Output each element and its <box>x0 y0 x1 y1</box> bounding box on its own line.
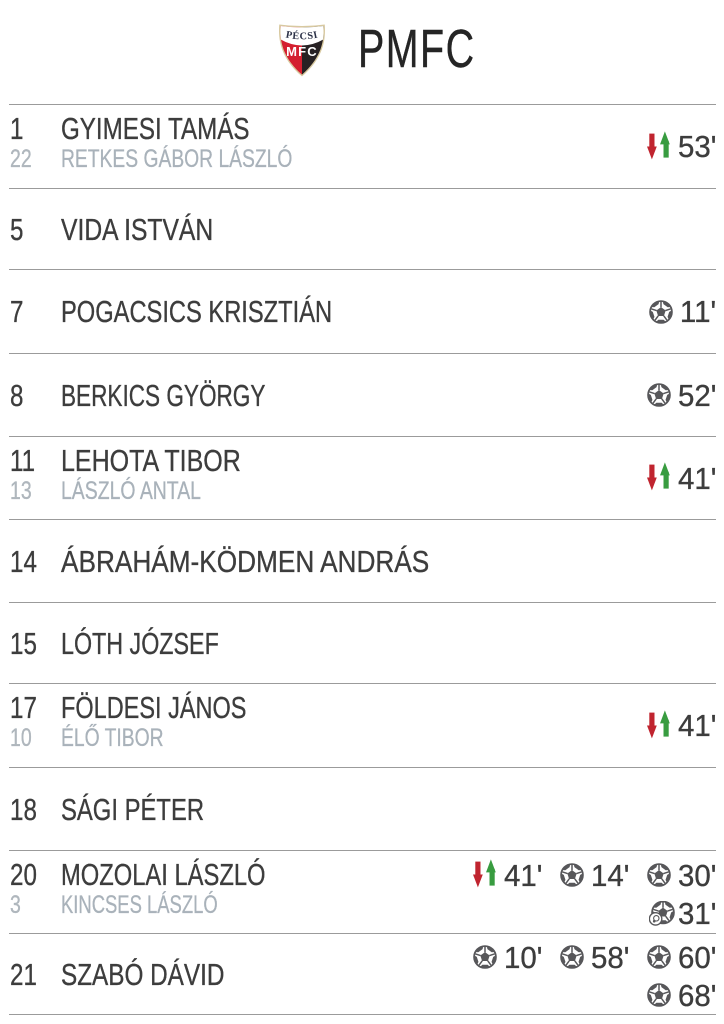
svg-text:PÉCSI: PÉCSI <box>285 30 319 43</box>
svg-text:MFC: MFC <box>286 44 318 59</box>
